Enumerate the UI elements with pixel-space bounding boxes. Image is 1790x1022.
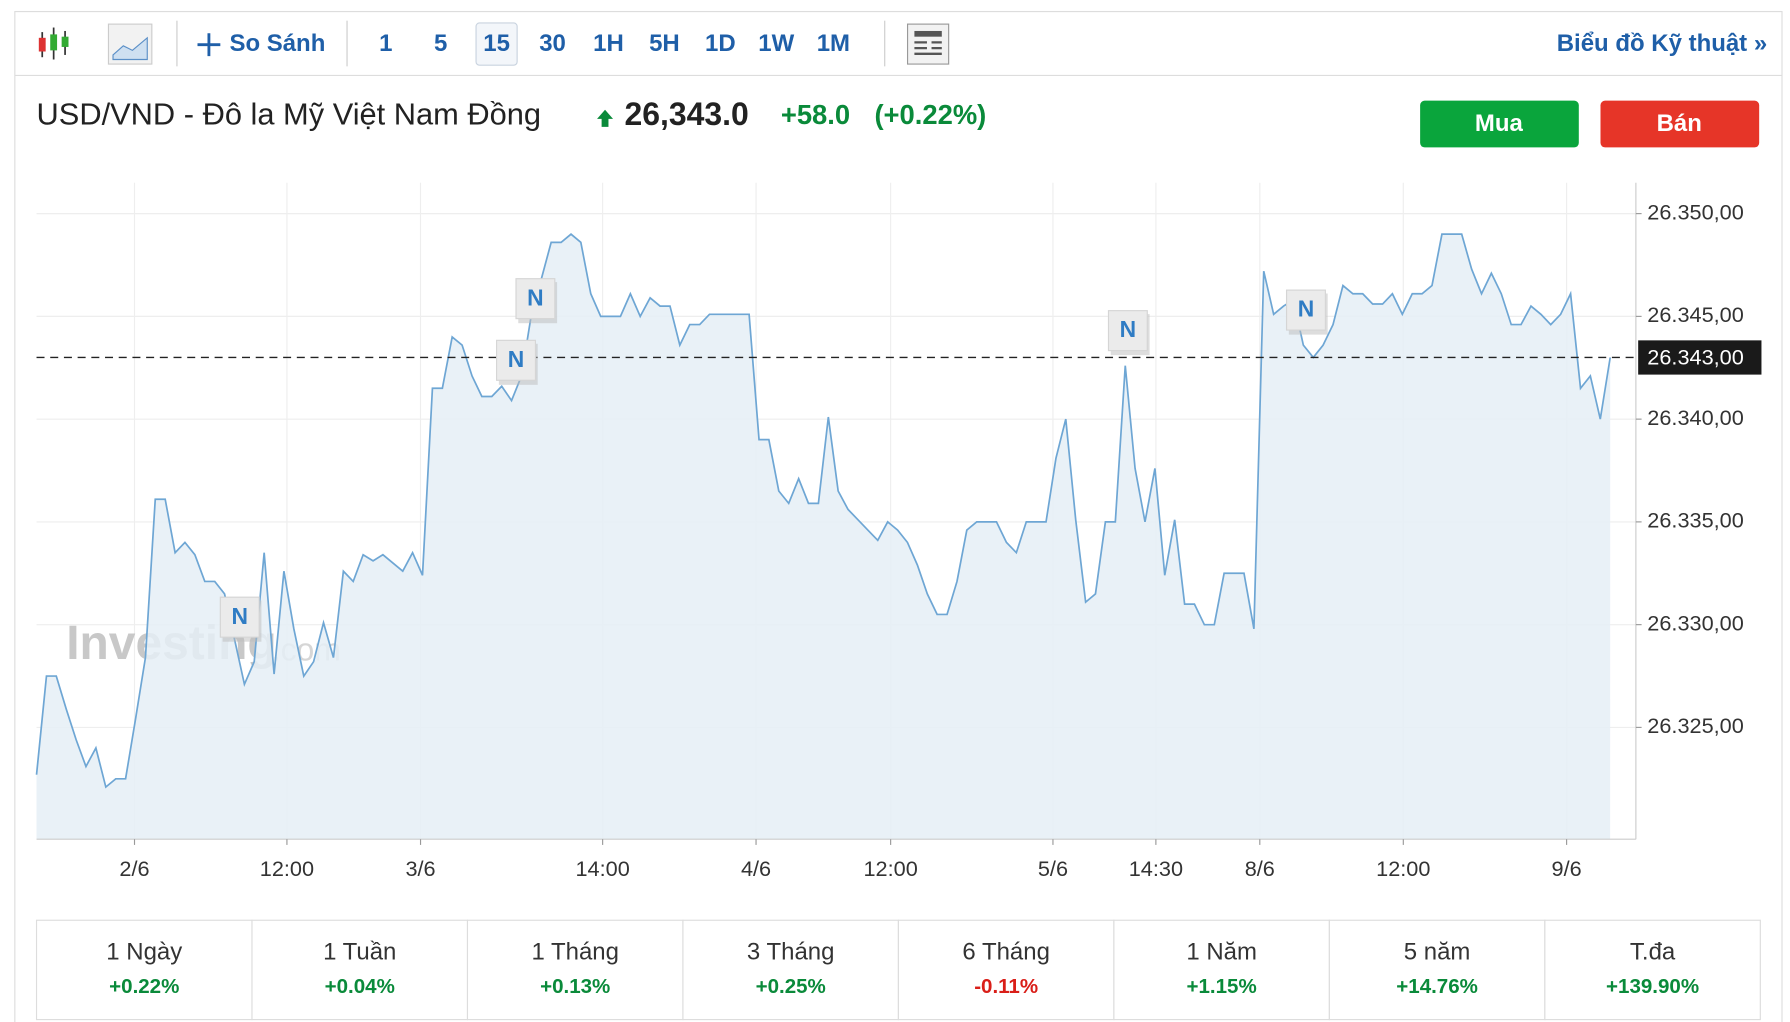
news-marker[interactable] bbox=[1107, 310, 1148, 352]
period-change: +0.04% bbox=[325, 975, 395, 998]
news-marker-label[interactable]: N bbox=[1298, 296, 1315, 322]
period-cell bbox=[1328, 919, 1546, 1021]
interval-button[interactable]: 5 bbox=[434, 30, 447, 57]
y-tick-label: 26.350,00 bbox=[1647, 199, 1743, 224]
price-line bbox=[35, 233, 1612, 789]
sell-button[interactable]: Bán bbox=[1600, 100, 1760, 148]
period-change: +0.22% bbox=[109, 975, 179, 998]
x-tick-label: 12:00 bbox=[260, 856, 314, 881]
instrument-title: USD/VND - Đô la Mỹ Việt Nam Đồng bbox=[37, 97, 542, 132]
news-marker-label[interactable]: N bbox=[1120, 316, 1137, 342]
news-marker-label[interactable]: N bbox=[527, 284, 544, 310]
x-tick-label: 12:00 bbox=[864, 856, 918, 881]
interval-selected bbox=[475, 22, 518, 66]
news-marker[interactable] bbox=[1285, 289, 1326, 331]
period-change: -0.11% bbox=[974, 975, 1038, 998]
up-arrow bbox=[597, 109, 614, 127]
news-marker-label[interactable]: N bbox=[231, 603, 248, 629]
current-price-label: 26.343,00 bbox=[1647, 344, 1743, 369]
price-change: +58.0 bbox=[781, 99, 850, 130]
period-change: +1.15% bbox=[1187, 975, 1257, 998]
interval-button[interactable]: 30 bbox=[539, 30, 566, 57]
period-label: 6 Tháng bbox=[962, 939, 1050, 966]
price-chart: Investing .com 26.325,0026.330,0026.335,… bbox=[35, 182, 1762, 881]
interval-button[interactable]: 1W bbox=[758, 30, 794, 57]
interval-button[interactable]: 15 bbox=[483, 30, 510, 57]
period-cell bbox=[251, 919, 469, 1021]
buy-button[interactable]: Mua bbox=[1420, 100, 1579, 148]
news-marker-label[interactable]: N bbox=[508, 346, 525, 372]
y-tick-label: 26.345,00 bbox=[1647, 302, 1743, 327]
x-tick-label: 8/6 bbox=[1245, 856, 1275, 881]
period-cell bbox=[682, 919, 899, 1021]
period-change: +0.25% bbox=[756, 975, 826, 998]
period-cell bbox=[897, 919, 1115, 1021]
period-label: 1 Tuần bbox=[323, 939, 396, 966]
x-tick-label: 4/6 bbox=[741, 856, 771, 881]
period-label: 1 Năm bbox=[1186, 939, 1257, 966]
interval-button[interactable]: 1M bbox=[817, 30, 850, 57]
current-price-tag bbox=[1638, 340, 1762, 375]
period-cell bbox=[1113, 919, 1330, 1021]
period-change: +0.13% bbox=[540, 975, 610, 998]
compare-button[interactable]: So Sánh bbox=[197, 30, 325, 57]
x-tick-label: 9/6 bbox=[1552, 856, 1582, 881]
news-marker[interactable] bbox=[496, 339, 536, 381]
x-tick-label: 2/6 bbox=[119, 856, 149, 881]
period-label: T.đa bbox=[1630, 939, 1676, 966]
sell-label[interactable]: Bán bbox=[1657, 110, 1702, 137]
period-change: +139.90% bbox=[1606, 975, 1699, 998]
period-change: +14.76% bbox=[1396, 975, 1478, 998]
y-tick-label: 26.340,00 bbox=[1647, 405, 1743, 430]
period-label: 1 Ngày bbox=[106, 939, 182, 966]
interval-button[interactable]: 1 bbox=[379, 30, 392, 57]
interval-button[interactable]: 1D bbox=[705, 30, 736, 57]
y-tick-label: 26.325,00 bbox=[1647, 713, 1743, 738]
x-tick-label: 12:00 bbox=[1376, 856, 1430, 881]
period-cell bbox=[35, 919, 253, 1021]
news-marker[interactable] bbox=[219, 596, 260, 638]
candle-icon[interactable] bbox=[38, 27, 69, 60]
last-price: 26,343.0 bbox=[624, 96, 748, 132]
area-fill bbox=[36, 234, 1611, 840]
period-label: 5 năm bbox=[1404, 939, 1471, 966]
y-tick-label: 26.335,00 bbox=[1647, 508, 1743, 533]
news-icon[interactable] bbox=[906, 23, 950, 65]
x-tick-label: 5/6 bbox=[1038, 856, 1068, 881]
interval-button[interactable]: 1H bbox=[593, 30, 624, 57]
period-cell bbox=[1544, 919, 1761, 1021]
news-marker[interactable] bbox=[515, 278, 556, 320]
area-icon[interactable] bbox=[107, 23, 153, 65]
price-change-percent: (+0.22%) bbox=[874, 99, 986, 130]
buy-label[interactable]: Mua bbox=[1475, 110, 1524, 137]
interval-button[interactable]: 5H bbox=[649, 30, 680, 57]
x-tick-label: 14:30 bbox=[1129, 856, 1183, 881]
period-label: 1 Tháng bbox=[531, 939, 619, 966]
x-tick-label: 3/6 bbox=[405, 856, 435, 881]
technical-chart-link[interactable]: Biểu đồ Kỹ thuật » bbox=[1557, 30, 1767, 57]
compare-label[interactable]: So Sánh bbox=[229, 30, 325, 57]
period-cell bbox=[466, 919, 684, 1021]
y-tick-label: 26.330,00 bbox=[1647, 610, 1743, 635]
period-label: 3 Tháng bbox=[747, 939, 835, 966]
x-tick-label: 14:00 bbox=[575, 856, 629, 881]
